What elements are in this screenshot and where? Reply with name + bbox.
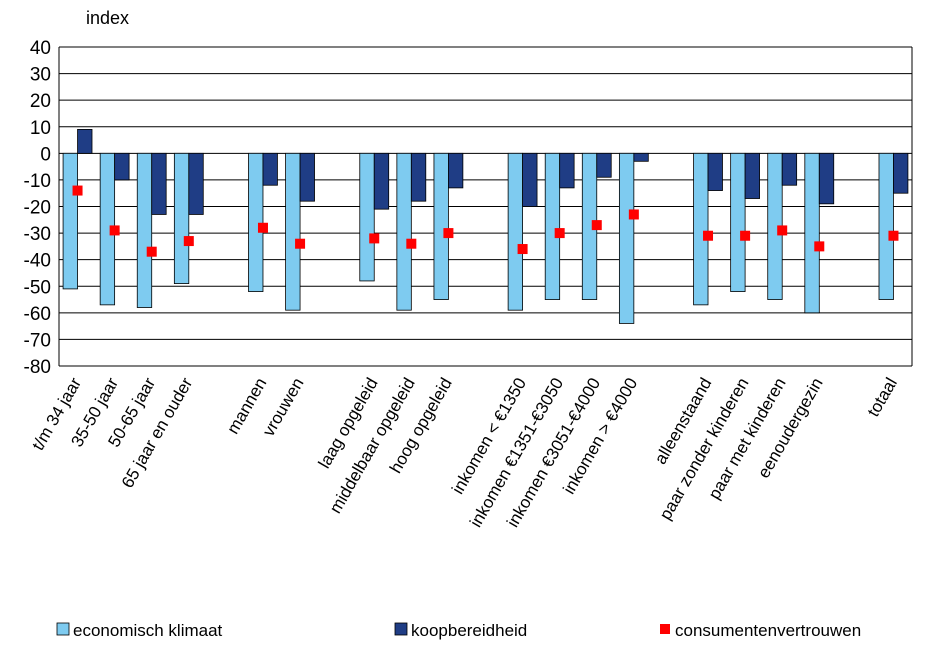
marker xyxy=(146,246,157,257)
marker xyxy=(740,230,751,241)
bar xyxy=(77,129,93,154)
marker xyxy=(554,228,565,239)
marker xyxy=(628,209,639,220)
bar xyxy=(507,152,523,311)
bar xyxy=(433,152,449,300)
bar xyxy=(410,152,427,202)
y-tick-label: -30 xyxy=(24,224,51,245)
marker xyxy=(257,222,268,233)
bar xyxy=(173,152,190,284)
y-tick-label: -60 xyxy=(24,304,51,325)
y-tick-label: 10 xyxy=(30,118,51,139)
bar xyxy=(633,152,649,162)
y-tick-labels: 40 30 20 10 0 -10 -20 -30 -40 -50 -60 -70 -80 xyxy=(24,38,51,378)
legend: economisch klimaat koopbereidheid consumen… xyxy=(56,621,861,640)
bar xyxy=(114,152,130,181)
bar xyxy=(373,152,390,210)
bar xyxy=(522,152,538,207)
marker xyxy=(703,230,714,241)
bar xyxy=(596,152,612,178)
marker xyxy=(814,241,825,252)
marker xyxy=(888,230,899,241)
marker xyxy=(443,228,454,239)
y-tick-label: -10 xyxy=(24,171,51,192)
marker xyxy=(183,236,194,247)
bar xyxy=(893,152,909,194)
axes xyxy=(58,47,913,366)
bar xyxy=(693,152,709,306)
y-tick-label: 40 xyxy=(30,38,51,59)
bar xyxy=(151,152,167,215)
y-tick-label: -80 xyxy=(24,357,51,378)
y-tick-label: 30 xyxy=(30,65,51,86)
bar xyxy=(544,152,561,300)
bar xyxy=(878,152,894,300)
y-tick-label: 20 xyxy=(30,91,51,112)
y-axis-label: index xyxy=(86,8,129,28)
y-tick-label: -40 xyxy=(24,251,51,272)
legend-label: koopbereidheid xyxy=(411,621,527,640)
marker xyxy=(777,225,788,236)
y-tick-label: 0 xyxy=(40,144,51,165)
bar xyxy=(188,152,204,215)
bar xyxy=(136,152,153,308)
bar xyxy=(285,152,301,311)
bar xyxy=(618,152,635,324)
bar xyxy=(804,152,820,314)
bar xyxy=(396,152,412,311)
bar xyxy=(448,152,464,189)
bar xyxy=(248,152,264,292)
bar xyxy=(359,152,375,282)
bar xyxy=(744,152,760,199)
legend-label: consumentenvertrouwen xyxy=(675,621,861,640)
bar xyxy=(707,152,723,191)
marker xyxy=(109,225,120,236)
legend-swatch xyxy=(56,622,70,636)
markers xyxy=(72,185,899,257)
bar xyxy=(730,152,746,292)
marker xyxy=(295,238,306,249)
y-tick-label: -20 xyxy=(24,198,51,219)
bar xyxy=(262,152,278,186)
y-tick-label: -70 xyxy=(24,330,51,351)
marker xyxy=(369,233,380,244)
marker xyxy=(72,185,83,196)
bar xyxy=(299,152,315,202)
bar xyxy=(559,152,575,189)
legend-swatch xyxy=(660,624,670,634)
x-category-label: totaal xyxy=(864,375,901,421)
marker xyxy=(591,220,602,231)
bar xyxy=(781,152,798,186)
bar xyxy=(818,152,835,205)
marker xyxy=(517,244,528,255)
bar xyxy=(62,152,78,290)
legend-label: economisch klimaat xyxy=(73,621,223,640)
legend-swatch xyxy=(394,622,408,636)
marker xyxy=(406,238,417,249)
y-tick-label: -50 xyxy=(24,277,51,298)
